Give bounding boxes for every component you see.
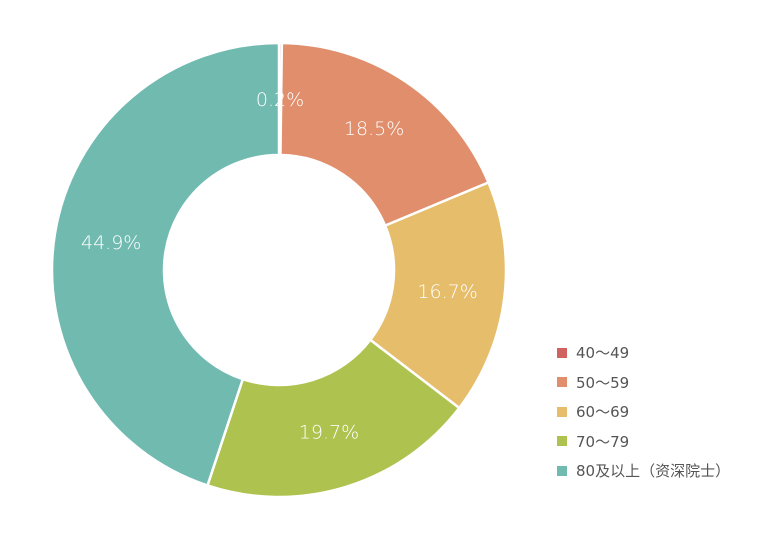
legend-item[interactable]: 80及以上（资深院士） bbox=[557, 456, 730, 486]
slice-label: 19.7% bbox=[299, 421, 359, 443]
legend-item[interactable]: 40～49 bbox=[557, 338, 730, 368]
legend: 40～49 50～59 60～69 70～79 80及以上（资深院士） bbox=[557, 338, 730, 486]
legend-swatch bbox=[557, 347, 567, 358]
legend-label: 50～59 bbox=[576, 373, 630, 392]
legend-label: 40～49 bbox=[576, 344, 630, 363]
slice-label: 0.2% bbox=[256, 89, 304, 111]
slice-80[interactable] bbox=[50, 41, 281, 488]
slices-group bbox=[50, 41, 508, 499]
slice-60-69[interactable] bbox=[368, 180, 508, 410]
slice-label: 16.7% bbox=[417, 281, 477, 303]
legend-label: 70～79 bbox=[576, 432, 630, 451]
slice-label: 44.9% bbox=[81, 232, 141, 254]
legend-label: 60～69 bbox=[576, 403, 630, 422]
legend-item[interactable]: 70～79 bbox=[557, 427, 730, 457]
slice-70-79[interactable] bbox=[205, 338, 461, 499]
legend-swatch bbox=[557, 465, 567, 476]
legend-swatch bbox=[557, 377, 567, 388]
slice-label: 18.5% bbox=[344, 118, 404, 140]
legend-swatch bbox=[557, 436, 567, 447]
legend-item[interactable]: 50～59 bbox=[557, 368, 730, 398]
legend-item[interactable]: 60～69 bbox=[557, 397, 730, 427]
slice-50-59[interactable] bbox=[279, 41, 491, 228]
legend-swatch bbox=[557, 406, 567, 417]
labels-group: 0.2% 18.5% 16.7% 19.7% 44.9% bbox=[81, 89, 478, 443]
legend-label: 80及以上（资深院士） bbox=[576, 462, 731, 481]
